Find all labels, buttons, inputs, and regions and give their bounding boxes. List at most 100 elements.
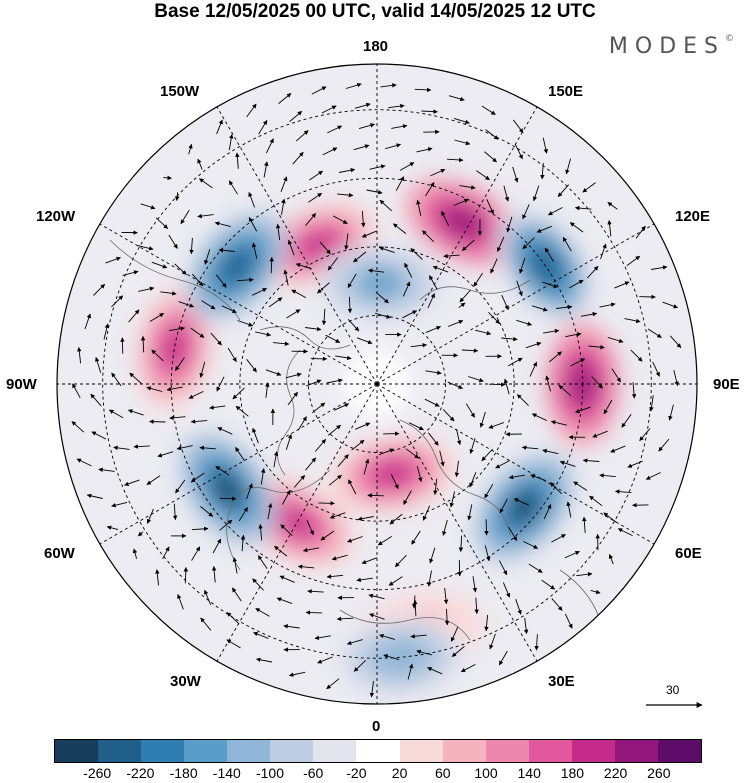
reference-vector-arrow [646, 702, 703, 708]
wind-arrow [467, 376, 484, 383]
wind-arrow [614, 489, 632, 494]
latitude-circle [239, 246, 515, 522]
wind-arrow [607, 336, 624, 343]
wind-arrow [403, 490, 412, 505]
modes-logo: MODES© [609, 34, 734, 59]
wind-arrow [199, 178, 213, 189]
wind-arrow [662, 301, 679, 309]
wind-arrow [432, 265, 449, 273]
wind-arrow [204, 248, 211, 265]
wind-arrow [427, 570, 432, 587]
wind-arrow [442, 519, 448, 536]
wind-arrow [138, 286, 155, 292]
wind-arrow [508, 474, 525, 480]
wind-arrow [348, 479, 357, 495]
wind-arrow [428, 432, 439, 446]
wind-arrow [366, 189, 383, 195]
wind-arrow [523, 540, 539, 549]
colorbar-swatch [227, 740, 271, 762]
wind-arrow [564, 550, 580, 559]
anomaly-layer-negative [222, 250, 252, 282]
wind-arrow [427, 293, 435, 309]
wind-arrow [106, 525, 119, 531]
wind-arrow [305, 610, 323, 615]
wind-arrow [519, 257, 526, 274]
wind-arrow [255, 331, 272, 337]
wind-arrow [499, 560, 508, 576]
wind-arrow [404, 262, 413, 278]
wind-arrow [356, 337, 373, 345]
wind-arrow [91, 431, 107, 440]
wind-arrow [111, 372, 122, 387]
lon-label-120w: 120W [36, 208, 76, 225]
map-border [56, 63, 698, 705]
wind-arrow [495, 460, 510, 469]
wind-arrow [178, 301, 195, 308]
wind-arrow [453, 117, 470, 125]
wind-arrow [128, 309, 140, 323]
wind-arrow [146, 508, 154, 524]
wind-arrow [163, 175, 172, 181]
wind-arrow [188, 390, 204, 399]
wind-arrow [93, 283, 106, 296]
colorbar-tick-label: 260 [647, 765, 671, 781]
colorbar-tick-label: -140 [212, 765, 241, 781]
wind-arrow [447, 320, 464, 327]
wind-arrow [388, 103, 405, 109]
wind-arrow [421, 109, 438, 114]
wind-arrow [582, 516, 587, 534]
wind-arrow [151, 349, 164, 362]
wind-arrow [568, 279, 584, 289]
wind-arrow [453, 198, 469, 206]
wind-arrow [309, 170, 323, 181]
graticule [57, 64, 697, 704]
wind-arrow [174, 192, 180, 201]
wind-arrow [77, 346, 82, 364]
colorbar-swatch [313, 740, 357, 762]
wind-arrow [314, 635, 331, 640]
wind-arrow [479, 411, 486, 428]
wind-arrow [215, 274, 227, 288]
wind-arrow [331, 554, 348, 561]
wind-arrow [288, 671, 306, 677]
wind-arrow [525, 341, 542, 349]
wind-arrow [174, 263, 187, 275]
wind-arrow [283, 624, 300, 629]
meridian-line [99, 223, 378, 385]
wind-arrow [503, 185, 510, 202]
wind-arrow [322, 147, 338, 156]
wind-arrow [451, 646, 465, 657]
wind-arrow [336, 616, 354, 622]
wind-arrow [320, 530, 335, 541]
wind-arrow [461, 239, 475, 251]
wind-arrow [441, 210, 450, 226]
wind-arrow [469, 437, 476, 454]
lon-label-120e: 120E [675, 208, 711, 225]
wind-arrow [603, 399, 613, 415]
wind-arrow [228, 133, 234, 151]
wind-arrow [607, 219, 612, 237]
wind-arrow [668, 404, 674, 421]
wind-arrow [592, 430, 608, 438]
meridian-line [376, 383, 655, 545]
wind-arrow [425, 325, 442, 334]
wind-arrow [146, 475, 161, 485]
wind-arrow [282, 490, 291, 505]
wind-arrow [325, 334, 341, 343]
wind-arrow [272, 341, 290, 346]
wind-arrow [529, 361, 538, 377]
wind-arrow [140, 203, 156, 210]
wind-arrow [237, 320, 254, 327]
wind-arrow [338, 167, 356, 173]
wind-arrow [369, 164, 386, 170]
wind-arrow [582, 182, 596, 193]
wind-arrow [649, 395, 654, 412]
wind-arrow [502, 582, 511, 598]
colorbar-tick-label: -20 [346, 765, 367, 781]
wind-arrow [175, 357, 185, 371]
wind-arrow [590, 589, 601, 595]
wind-arrow [367, 493, 384, 498]
wind-arrow [506, 216, 513, 233]
colorbar-swatch [614, 740, 658, 762]
wind-arrow [582, 458, 600, 463]
